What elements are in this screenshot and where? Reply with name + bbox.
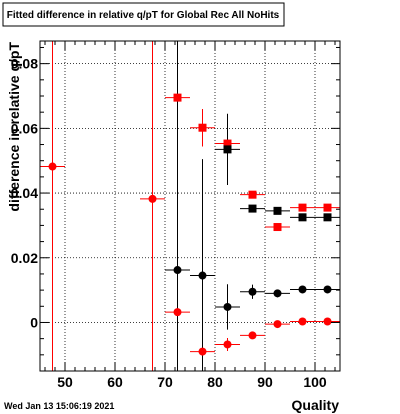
circle-marker [173, 266, 182, 275]
circle-marker [198, 271, 207, 280]
x-tick-label: 90 [257, 374, 273, 390]
timestamp: Wed Jan 13 15:06:19 2021 [4, 401, 114, 411]
x-tick-label: 100 [303, 374, 327, 390]
y-tick-label: 0.04 [11, 185, 38, 201]
circle-marker [323, 285, 332, 294]
circle-marker [298, 285, 307, 294]
square-marker [248, 190, 257, 199]
square-marker [273, 206, 282, 215]
square-marker [173, 93, 182, 102]
square-marker [298, 203, 307, 212]
circle-marker [273, 320, 282, 329]
circle-marker [48, 162, 57, 171]
circle-marker [223, 302, 232, 311]
y-tick-label: 0.06 [11, 120, 38, 136]
circle-marker [148, 194, 157, 203]
y-tick-label: 0.02 [11, 250, 38, 266]
circle-marker [298, 317, 307, 326]
circle-marker [248, 331, 257, 340]
circle-marker [223, 340, 232, 349]
circle-marker [248, 287, 257, 296]
axis-ticks [40, 41, 340, 372]
circle-marker [273, 289, 282, 298]
square-marker [223, 145, 232, 154]
x-tick-label: 80 [207, 374, 223, 390]
square-marker [248, 204, 257, 213]
x-tick-label: 50 [57, 374, 73, 390]
square-marker [323, 203, 332, 212]
y-tick-label: 0 [30, 314, 38, 330]
circle-marker [173, 308, 182, 317]
square-marker [273, 223, 282, 232]
square-marker [323, 213, 332, 222]
square-marker [298, 213, 307, 222]
plot-frame [39, 40, 341, 372]
y-tick-label: 0.08 [11, 56, 38, 72]
square-marker [223, 139, 232, 148]
y-axis-title: difference in relative q/pT [6, 42, 22, 212]
y-tick-labels: 0 0.02 0.04 0.06 0.08 [11, 56, 38, 331]
circle-marker [198, 347, 207, 356]
circle-marker [323, 317, 332, 326]
grid [40, 41, 340, 371]
square-marker [198, 123, 207, 132]
x-axis-title: Quality [292, 397, 340, 413]
title-box: Fitted difference in relative q/pT for G… [2, 2, 285, 27]
data-markers [48, 93, 332, 356]
x-tick-labels: 50 60 70 80 90 100 [57, 374, 327, 390]
chart-title: Fitted difference in relative q/pT for G… [7, 10, 280, 21]
x-tick-label: 70 [157, 374, 173, 390]
x-tick-label: 60 [107, 374, 123, 390]
